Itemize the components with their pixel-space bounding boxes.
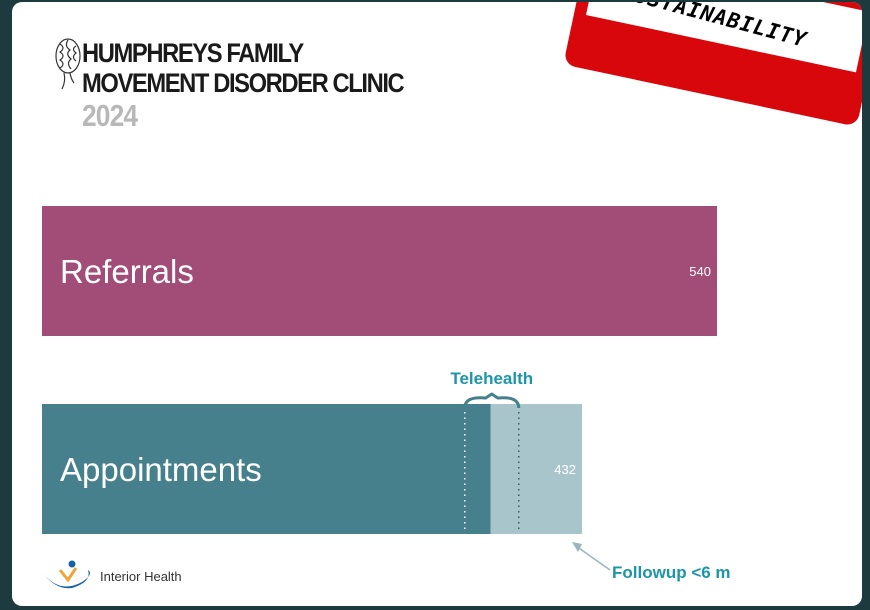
interior-health-logo bbox=[44, 560, 90, 589]
followup-label: Followup <6 m bbox=[612, 563, 731, 582]
bar-value-appointments: 432 bbox=[554, 462, 576, 477]
year-label: 2024 bbox=[82, 98, 138, 133]
telehealth-bracket bbox=[463, 392, 521, 409]
brain-icon bbox=[55, 38, 81, 90]
bar-label-appointments: Appointments bbox=[60, 451, 262, 488]
bar-referrals bbox=[42, 206, 717, 336]
clinic-title: HUMPHREYS FAMILY MOVEMENT DISORDER CLINI… bbox=[82, 38, 405, 98]
title-line-2: MOVEMENT DISORDER CLINIC bbox=[82, 68, 405, 98]
title-line-1: HUMPHREYS FAMILY bbox=[82, 38, 304, 68]
bar-segment-appointments-0 bbox=[42, 404, 491, 534]
slide-card: HUMPHREYS FAMILY MOVEMENT DISORDER CLINI… bbox=[12, 2, 862, 606]
bar-value-referrals: 540 bbox=[689, 264, 711, 279]
bar-label-referrals: Referrals bbox=[60, 253, 194, 290]
logo-text: Interior Health bbox=[100, 569, 182, 584]
bar-segment-appointments-1 bbox=[490, 404, 582, 534]
bar-chart: Referrals 540 Appointments 432 Telehealth Fol… bbox=[42, 206, 731, 582]
telehealth-label: Telehealth bbox=[450, 369, 533, 388]
followup-arrow bbox=[575, 545, 611, 571]
followup-arrowhead bbox=[572, 542, 582, 552]
